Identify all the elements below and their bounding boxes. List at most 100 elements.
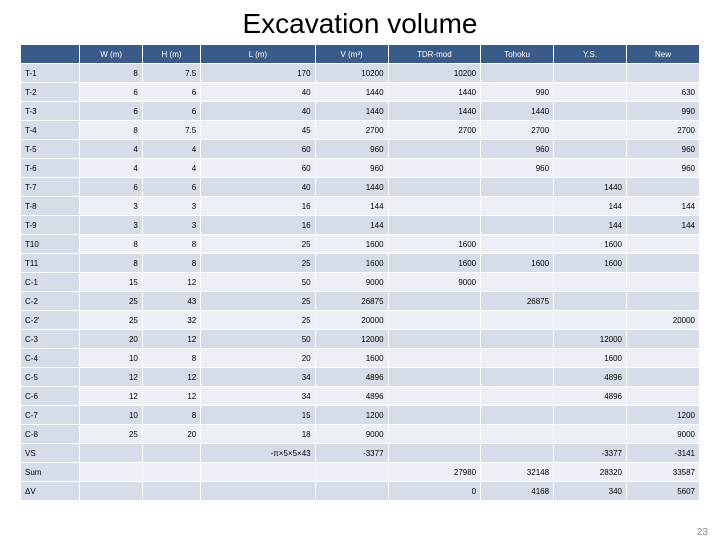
cell: 50 bbox=[201, 273, 315, 292]
excavation-table: W (m)H (m)L (m)V (m³)TDR-modTohokuY.S.Ne… bbox=[20, 44, 700, 501]
cell: -3377 bbox=[315, 444, 388, 463]
cell: 4896 bbox=[315, 368, 388, 387]
cell: 4896 bbox=[315, 387, 388, 406]
cell: 12000 bbox=[315, 330, 388, 349]
cell bbox=[481, 444, 554, 463]
cell bbox=[388, 444, 481, 463]
cell: 25 bbox=[80, 292, 142, 311]
cell: 16 bbox=[201, 197, 315, 216]
cell bbox=[388, 292, 481, 311]
cell bbox=[481, 273, 554, 292]
cell: 630 bbox=[627, 83, 700, 102]
row-label: C-4 bbox=[21, 349, 80, 368]
table-row: C-512123448964896 bbox=[21, 368, 700, 387]
cell: 960 bbox=[315, 159, 388, 178]
cell: -3377 bbox=[554, 444, 627, 463]
row-label: T-5 bbox=[21, 140, 80, 159]
row-label: T-8 bbox=[21, 197, 80, 216]
cell: 4896 bbox=[554, 368, 627, 387]
cell: 6 bbox=[80, 102, 142, 121]
cell: 3 bbox=[142, 197, 200, 216]
cell: 12 bbox=[80, 368, 142, 387]
cell: 6 bbox=[80, 178, 142, 197]
table-row: T-36640144014401440990 bbox=[21, 102, 700, 121]
cell bbox=[388, 406, 481, 425]
row-label: C-8 bbox=[21, 425, 80, 444]
cell bbox=[481, 368, 554, 387]
cell bbox=[388, 216, 481, 235]
cell: 26875 bbox=[481, 292, 554, 311]
cell bbox=[142, 463, 200, 482]
cell: 50 bbox=[201, 330, 315, 349]
cell: -π×5×5×43 bbox=[201, 444, 315, 463]
table-row: C-612123448964896 bbox=[21, 387, 700, 406]
row-label: T-9 bbox=[21, 216, 80, 235]
cell bbox=[481, 330, 554, 349]
cell: 1440 bbox=[388, 83, 481, 102]
table-row: Sum27980321482832033587 bbox=[21, 463, 700, 482]
col-header-3: L (m) bbox=[201, 45, 315, 64]
cell: 10200 bbox=[388, 64, 481, 83]
table-row: C-115125090009000 bbox=[21, 273, 700, 292]
cell bbox=[481, 216, 554, 235]
cell: 34 bbox=[201, 387, 315, 406]
cell bbox=[481, 311, 554, 330]
row-label: C-7 bbox=[21, 406, 80, 425]
cell: 20000 bbox=[627, 311, 700, 330]
cell: 12 bbox=[142, 368, 200, 387]
cell bbox=[554, 406, 627, 425]
cell: 2700 bbox=[315, 121, 388, 140]
cell: 8 bbox=[80, 235, 142, 254]
table-row: C-71081512001200 bbox=[21, 406, 700, 425]
cell: 1200 bbox=[315, 406, 388, 425]
cell bbox=[554, 273, 627, 292]
cell: 1200 bbox=[627, 406, 700, 425]
table-row: C-41082016001600 bbox=[21, 349, 700, 368]
row-label: T-3 bbox=[21, 102, 80, 121]
row-label: C-2 bbox=[21, 292, 80, 311]
cell: 32148 bbox=[481, 463, 554, 482]
cell: 43 bbox=[142, 292, 200, 311]
cell: 960 bbox=[315, 140, 388, 159]
row-label: Sum bbox=[21, 463, 80, 482]
cell bbox=[481, 197, 554, 216]
cell: 9000 bbox=[315, 425, 388, 444]
cell: 32 bbox=[142, 311, 200, 330]
cell: 6 bbox=[142, 178, 200, 197]
cell: 8 bbox=[80, 254, 142, 273]
cell: 1600 bbox=[554, 254, 627, 273]
cell bbox=[481, 64, 554, 83]
cell: 1440 bbox=[388, 102, 481, 121]
cell: 28320 bbox=[554, 463, 627, 482]
cell: 8 bbox=[142, 349, 200, 368]
cell: 20000 bbox=[315, 311, 388, 330]
row-label: C-6 bbox=[21, 387, 80, 406]
row-label: T-1 bbox=[21, 64, 80, 83]
row-label: C-1 bbox=[21, 273, 80, 292]
cell: 144 bbox=[554, 216, 627, 235]
row-label: T11 bbox=[21, 254, 80, 273]
table-row: T108825160016001600 bbox=[21, 235, 700, 254]
cell: 144 bbox=[627, 197, 700, 216]
cell bbox=[201, 482, 315, 501]
cell: 10 bbox=[80, 406, 142, 425]
cell: 20 bbox=[201, 349, 315, 368]
cell bbox=[388, 159, 481, 178]
cell: 12000 bbox=[554, 330, 627, 349]
table-row: ΔV041683405607 bbox=[21, 482, 700, 501]
table-row: T-7664014401440 bbox=[21, 178, 700, 197]
cell: 990 bbox=[627, 102, 700, 121]
cell bbox=[388, 387, 481, 406]
cell: 8 bbox=[142, 254, 200, 273]
cell: 5607 bbox=[627, 482, 700, 501]
row-label: C-3 bbox=[21, 330, 80, 349]
cell bbox=[481, 178, 554, 197]
cell: 4 bbox=[142, 140, 200, 159]
cell: 1440 bbox=[554, 178, 627, 197]
cell: 2700 bbox=[627, 121, 700, 140]
cell: 34 bbox=[201, 368, 315, 387]
cell: 960 bbox=[481, 140, 554, 159]
cell: 40 bbox=[201, 178, 315, 197]
cell: 1600 bbox=[554, 235, 627, 254]
table-row: C-32012501200012000 bbox=[21, 330, 700, 349]
